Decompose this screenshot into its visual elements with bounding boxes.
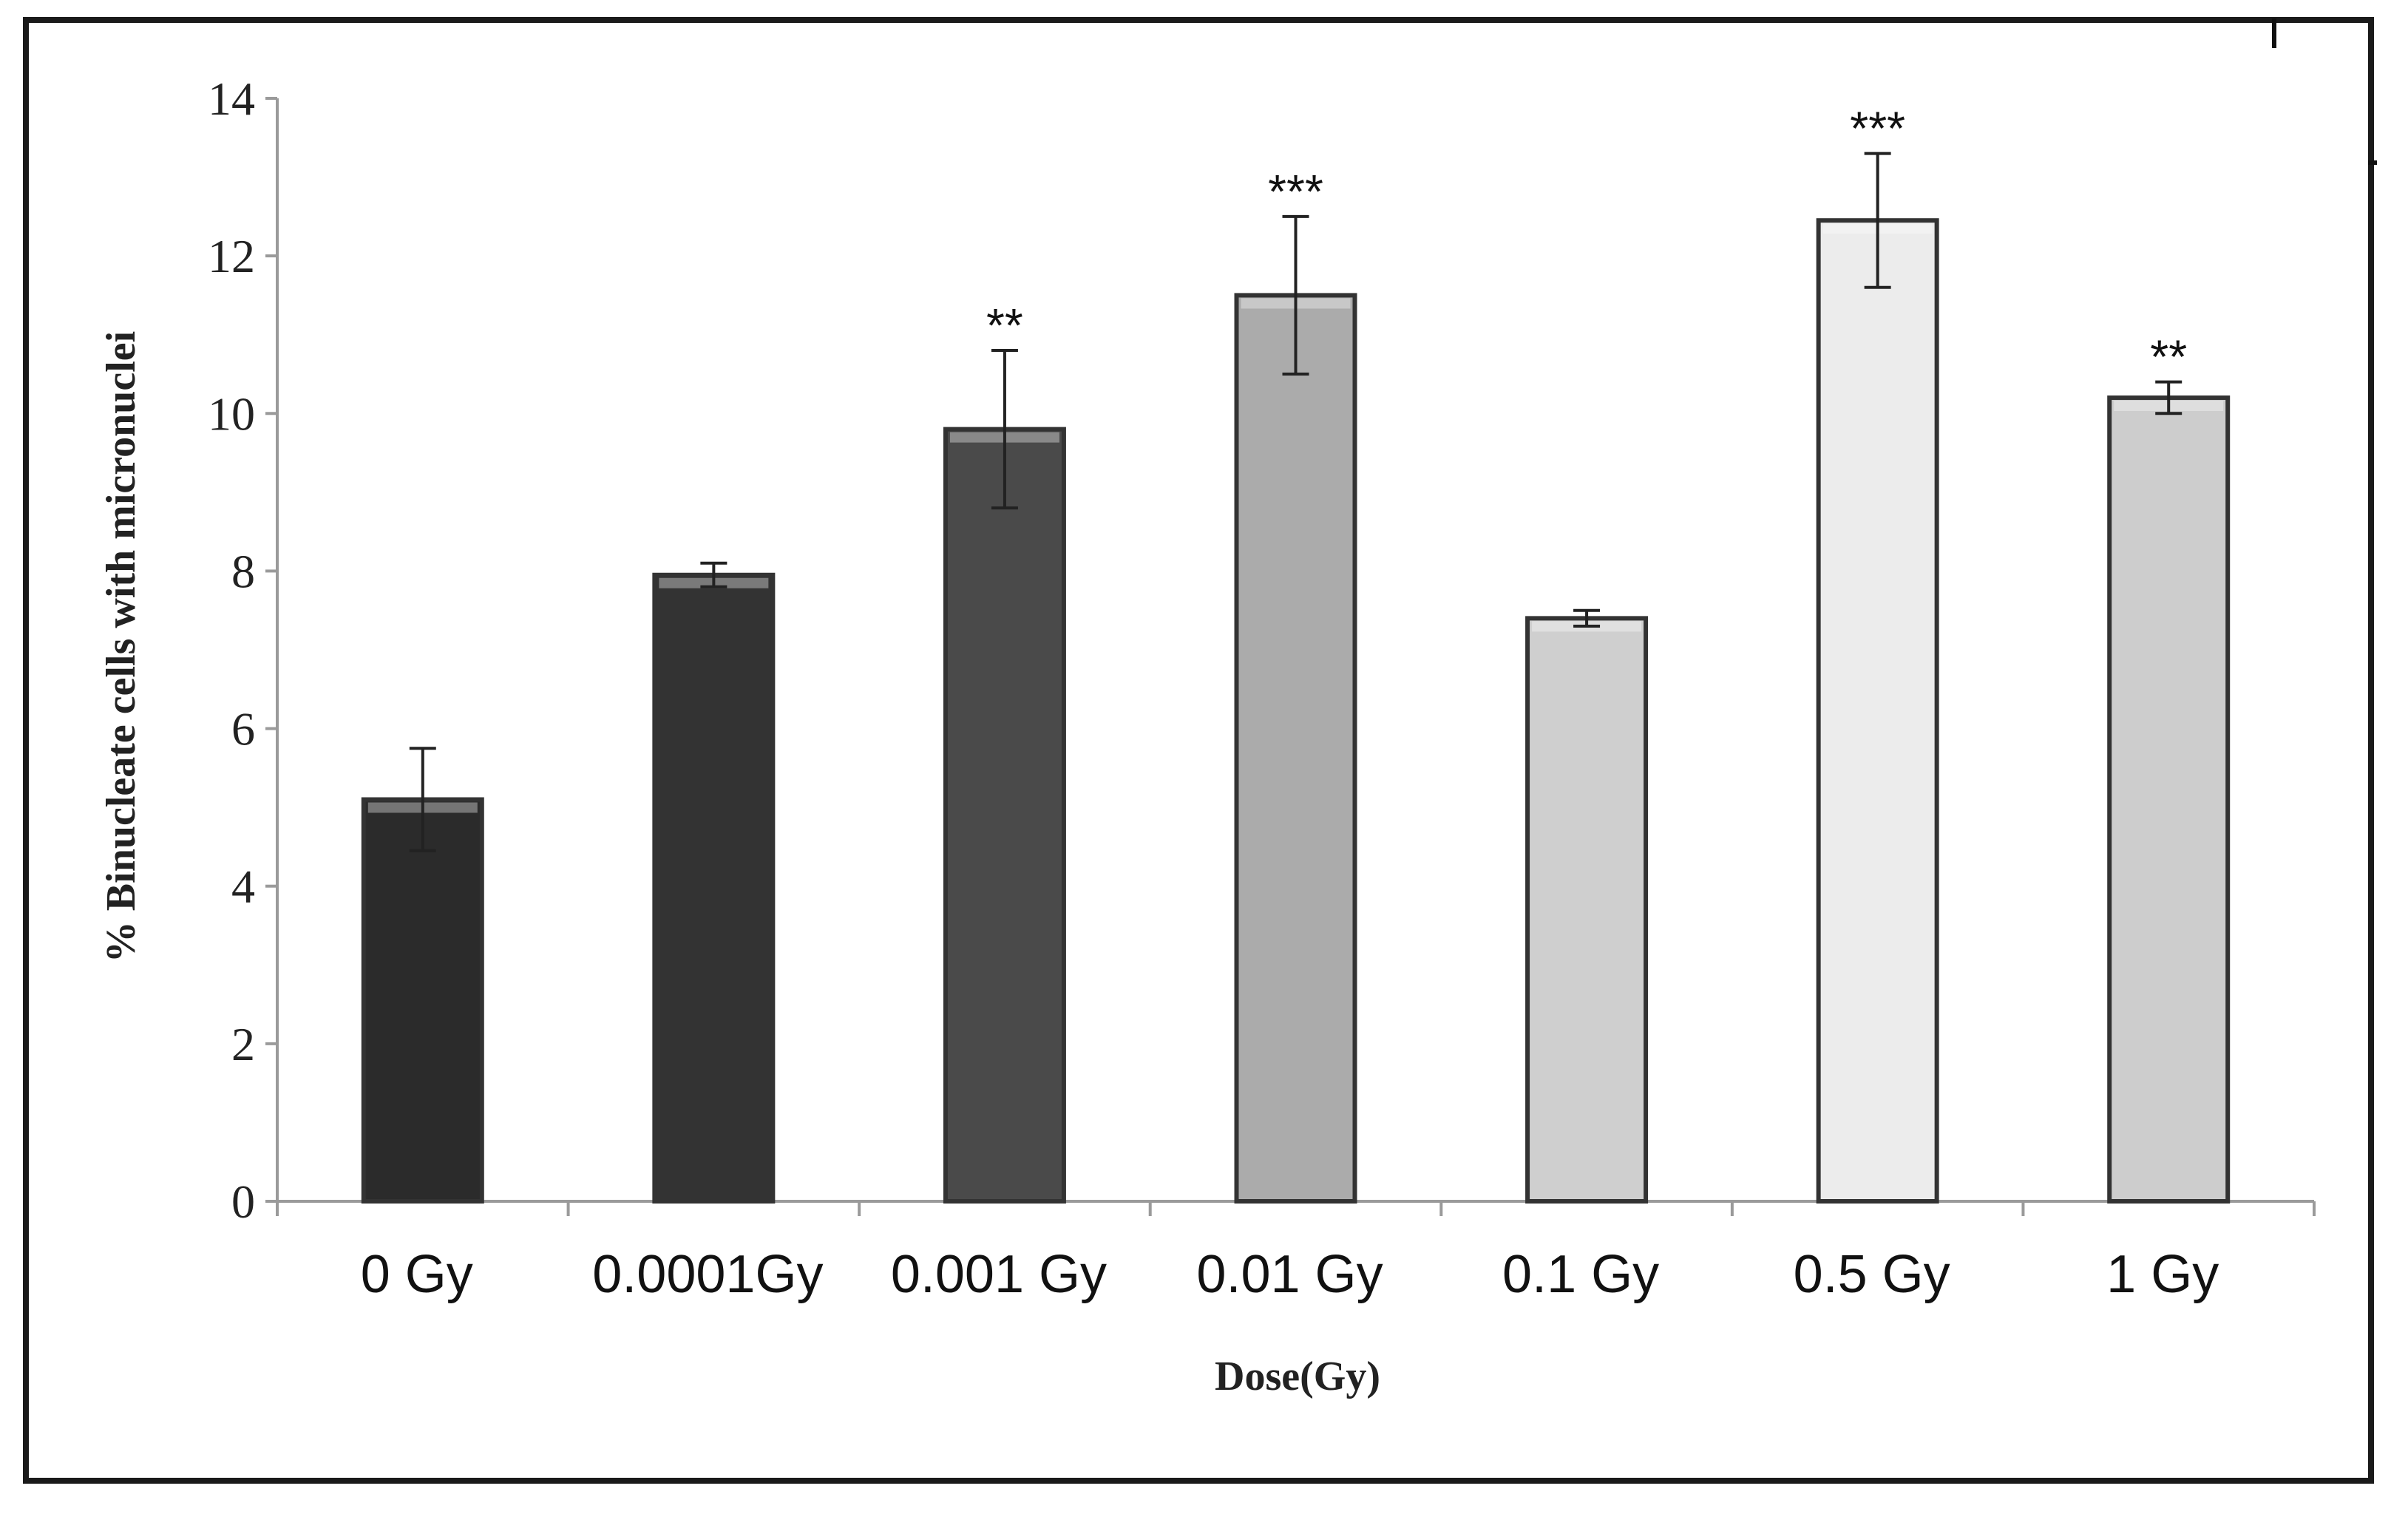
significance-label: *** <box>1850 102 1905 155</box>
bar-series <box>361 218 2231 1204</box>
bar-1 <box>652 572 776 1204</box>
category-label: 0 Gy <box>361 1245 473 1304</box>
y-tick-label: 8 <box>231 545 255 597</box>
category-labels: 0 Gy 0.0001Gy 0.001 Gy 0.01 Gy 0.1 Gy 0.5 Gy 1… <box>361 1245 2219 1304</box>
y-tick-label: 12 <box>208 230 255 282</box>
error-bars <box>409 152 2183 852</box>
y-tick-label: 0 <box>231 1175 255 1228</box>
frame-edge-mark <box>2368 160 2377 165</box>
y-tick-label: 2 <box>231 1018 255 1070</box>
figure-frame <box>23 17 2374 1484</box>
y-axis-title: % Binucleate cells with micronuclei <box>98 331 144 963</box>
category-label: 0.01 Gy <box>1196 1245 1383 1304</box>
bar-2 <box>943 427 1066 1204</box>
bar-4 <box>1525 616 1649 1204</box>
y-tick-label: 4 <box>231 860 255 913</box>
significance-label: *** <box>1268 165 1323 218</box>
x-axis <box>276 1200 2316 1216</box>
y-tick-label: 6 <box>231 703 255 756</box>
y-tick-label: 10 <box>208 387 255 440</box>
significance-markers: ********** <box>986 102 2187 384</box>
significance-label: ** <box>986 299 1023 352</box>
category-label: 0.001 Gy <box>891 1245 1107 1304</box>
category-label: 0.0001Gy <box>592 1245 823 1304</box>
significance-label: ** <box>2150 330 2187 384</box>
x-axis-title: Dose(Gy) <box>1215 1354 1380 1399</box>
category-label: 1 Gy <box>2106 1245 2219 1304</box>
category-label: 0.5 Gy <box>1794 1245 1950 1304</box>
frame-corner-mark <box>2272 18 2276 48</box>
category-label: 0.1 Gy <box>1502 1245 1659 1304</box>
bar-3 <box>1234 293 1357 1204</box>
bar-5 <box>1816 218 1939 1204</box>
y-axis: 0 2 4 6 8 10 12 14 <box>208 72 279 1228</box>
y-tick-label: 14 <box>208 72 255 125</box>
bar-6 <box>2107 395 2231 1204</box>
bar-0 <box>361 797 484 1204</box>
